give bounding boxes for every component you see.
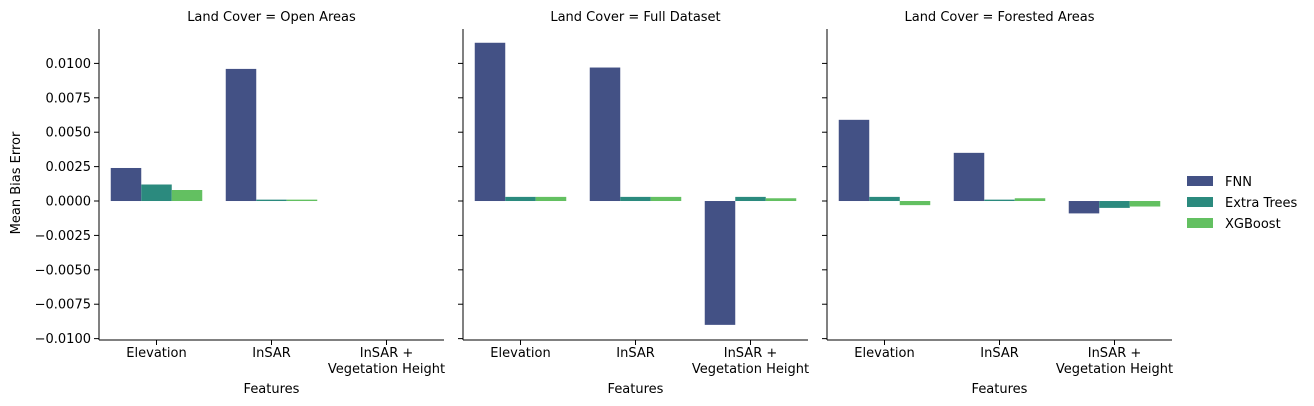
bar-xgboost — [1129, 201, 1161, 207]
legend-swatch — [1187, 218, 1213, 228]
legend-label: Extra Trees — [1225, 196, 1298, 211]
x-tick-label: InSAR + — [724, 346, 778, 361]
bar-fnn — [225, 68, 257, 202]
bar-extra-trees — [869, 196, 900, 202]
x-tick-label: Vegetation Height — [1056, 362, 1173, 377]
legend-swatch — [1187, 197, 1213, 207]
facet-panels: Land Cover = Open Areas −0.0100 −0.0075 −0.… — [35, 10, 1173, 397]
x-tick-label: InSAR + — [360, 346, 414, 361]
y-tick-label: −0.0100 — [35, 332, 91, 347]
bar-extra-trees — [620, 196, 651, 202]
y-axis-label: Mean Bias Error — [9, 131, 24, 234]
bar-extra-trees — [505, 196, 536, 202]
bar-extra-trees — [141, 184, 172, 202]
bar-extra-trees — [984, 199, 1015, 202]
panel-title: Land Cover = Open Areas — [187, 10, 356, 25]
bar-fnn — [704, 201, 736, 325]
bar-fnn — [1068, 201, 1100, 214]
y-tick-label: 0.0100 — [46, 57, 92, 72]
facet-panel: Land Cover = Full Dataset Elevation InSAR I… — [458, 10, 809, 397]
panel-title: Land Cover = Full Dataset — [550, 10, 720, 25]
bar-xgboost — [171, 190, 203, 202]
bar-fnn — [838, 119, 870, 202]
x-tick-label: Vegetation Height — [328, 362, 445, 377]
bar-fnn — [589, 67, 621, 202]
y-tick-label: −0.0075 — [35, 298, 91, 313]
x-tick-label: Elevation — [490, 346, 550, 361]
bar-xgboost — [286, 199, 318, 202]
bar-xgboost — [535, 196, 567, 202]
x-axis-label: Features — [244, 382, 300, 397]
bar-xgboost — [1014, 198, 1046, 202]
x-tick-label: InSAR — [616, 346, 655, 361]
bar-fnn — [953, 152, 985, 202]
bar-extra-trees — [1099, 201, 1130, 208]
legend-swatch — [1187, 176, 1213, 186]
x-tick-label: Vegetation Height — [692, 362, 809, 377]
y-tick-label: −0.0050 — [35, 263, 91, 278]
legend-label: XGBoost — [1225, 217, 1281, 232]
bar-extra-trees — [735, 196, 766, 202]
legend-label: FNN — [1225, 175, 1252, 190]
y-tick-label: 0.0050 — [46, 126, 92, 141]
y-tick-label: 0.0075 — [46, 91, 92, 106]
y-tick-label: −0.0025 — [35, 229, 91, 244]
bar-extra-trees — [256, 199, 287, 202]
x-tick-label: InSAR — [252, 346, 291, 361]
facet-panel: Land Cover = Open Areas −0.0100 −0.0075 −0.… — [35, 10, 445, 397]
x-tick-label: Elevation — [854, 346, 914, 361]
bar-fnn — [110, 167, 142, 202]
bar-xgboost — [650, 196, 682, 202]
x-axis-label: Features — [608, 382, 664, 397]
x-axis-label: Features — [972, 382, 1028, 397]
panel-title: Land Cover = Forested Areas — [904, 10, 1094, 25]
x-tick-label: Elevation — [126, 346, 186, 361]
y-tick-label: 0.0000 — [46, 195, 92, 210]
bar-xgboost — [765, 198, 797, 202]
facet-panel: Land Cover = Forested Areas Elevation InSA… — [822, 10, 1173, 397]
x-tick-label: InSAR — [980, 346, 1019, 361]
y-tick-label: 0.0025 — [46, 160, 92, 175]
legend: FNN Extra Trees XGBoost — [1187, 175, 1298, 232]
x-tick-label: InSAR + — [1088, 346, 1142, 361]
bar-fnn — [474, 42, 506, 202]
bar-xgboost — [899, 201, 931, 206]
